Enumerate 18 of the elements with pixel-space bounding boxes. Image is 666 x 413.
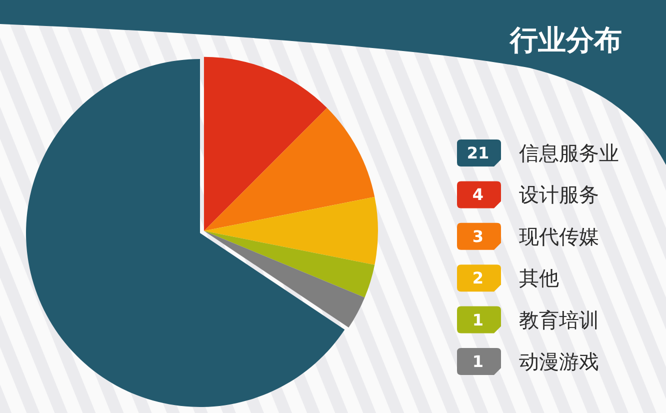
pie-slice [204, 230, 375, 298]
pie-slice [204, 56, 328, 231]
chart-title: 行业分布 [509, 24, 622, 56]
data-label: 1 [472, 352, 484, 371]
legend-label: 信息服务业 [519, 141, 619, 165]
legend-label: 其他 [519, 266, 559, 290]
data-label: 1 [472, 310, 484, 330]
pie-slice [204, 230, 365, 328]
pie-slice [204, 108, 375, 231]
pie-slice [204, 196, 378, 265]
data-label: 2 [472, 268, 484, 288]
legend-label: 动漫游戏 [519, 350, 599, 374]
legend-label: 设计服务 [519, 182, 599, 207]
data-label: 3 [472, 226, 484, 246]
data-label: 21 [466, 144, 490, 162]
data-label: 4 [472, 185, 484, 204]
legend-label: 现代传媒 [519, 224, 599, 248]
legend-label: 教育培训 [519, 308, 599, 332]
